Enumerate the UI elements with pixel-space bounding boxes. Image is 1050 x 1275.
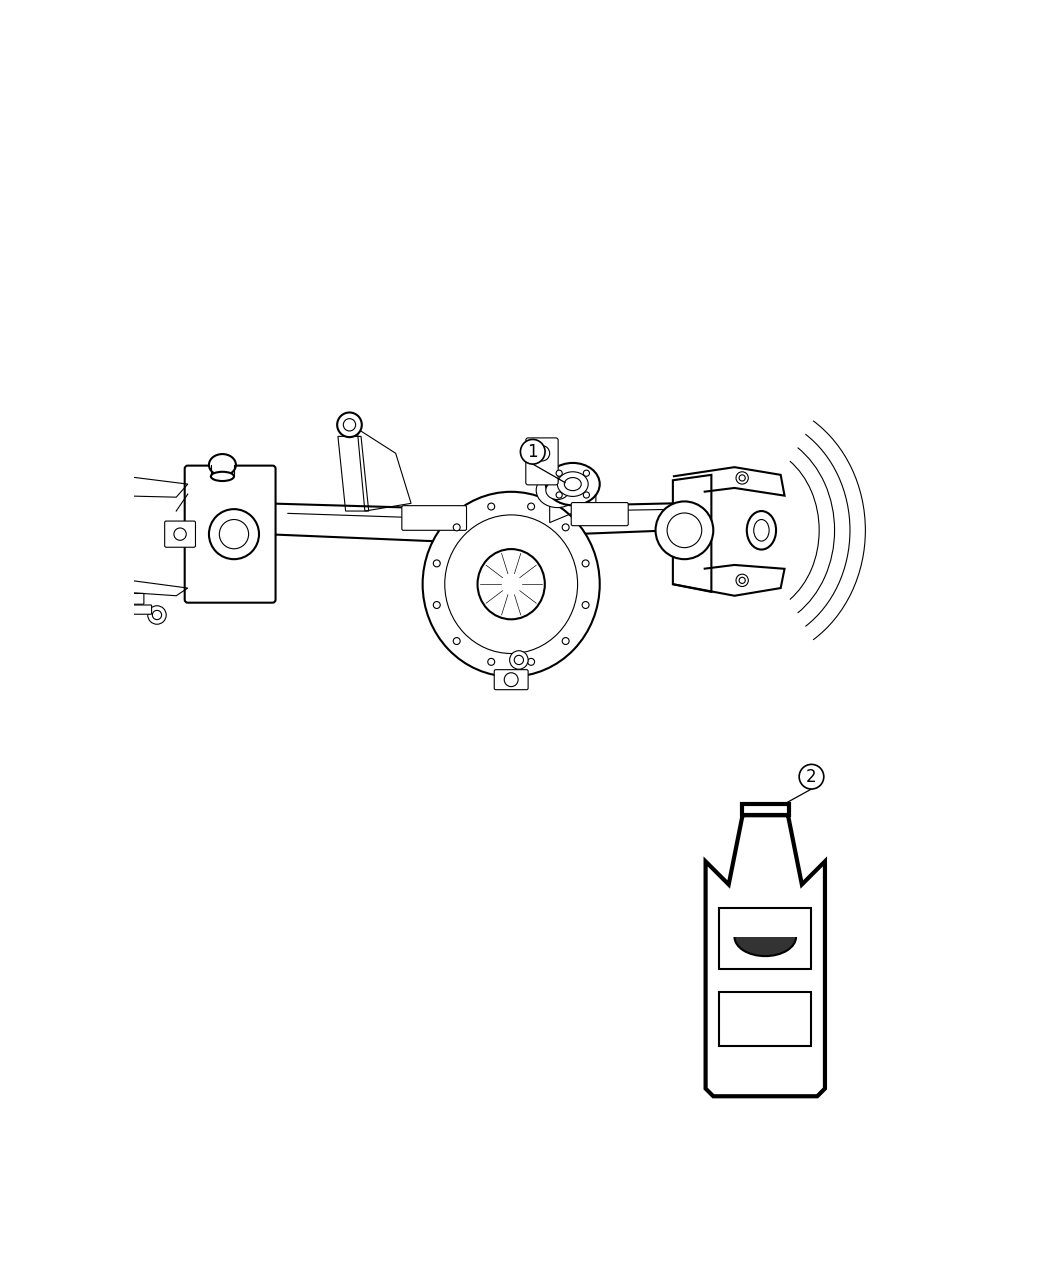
FancyBboxPatch shape — [571, 502, 628, 525]
Circle shape — [454, 524, 460, 530]
Circle shape — [736, 472, 749, 484]
Ellipse shape — [209, 454, 236, 476]
Circle shape — [148, 606, 166, 625]
Text: 1: 1 — [527, 442, 538, 460]
Ellipse shape — [209, 509, 259, 560]
Ellipse shape — [546, 481, 569, 500]
Circle shape — [582, 602, 589, 608]
Ellipse shape — [445, 515, 578, 654]
Circle shape — [454, 638, 460, 644]
Circle shape — [739, 578, 745, 584]
FancyBboxPatch shape — [741, 803, 789, 815]
FancyBboxPatch shape — [719, 908, 811, 969]
Ellipse shape — [564, 478, 582, 491]
Ellipse shape — [655, 501, 713, 560]
Ellipse shape — [478, 550, 545, 620]
Circle shape — [739, 474, 745, 481]
Circle shape — [528, 504, 534, 510]
FancyBboxPatch shape — [106, 479, 131, 496]
Circle shape — [562, 524, 569, 530]
Circle shape — [528, 658, 534, 666]
Circle shape — [582, 560, 589, 567]
Ellipse shape — [754, 519, 770, 541]
FancyBboxPatch shape — [495, 669, 528, 690]
FancyBboxPatch shape — [110, 581, 133, 597]
Ellipse shape — [546, 463, 600, 505]
Ellipse shape — [219, 519, 249, 548]
FancyBboxPatch shape — [185, 465, 275, 603]
Ellipse shape — [422, 492, 600, 677]
Text: 2: 2 — [806, 768, 817, 785]
Circle shape — [514, 655, 524, 664]
Circle shape — [584, 492, 589, 499]
Circle shape — [174, 528, 186, 541]
Ellipse shape — [211, 472, 234, 481]
Ellipse shape — [537, 473, 579, 507]
Circle shape — [799, 765, 824, 789]
Circle shape — [521, 440, 545, 464]
Circle shape — [562, 638, 569, 644]
Circle shape — [434, 602, 440, 608]
Circle shape — [584, 470, 589, 477]
Circle shape — [343, 418, 356, 431]
Circle shape — [434, 560, 440, 567]
FancyBboxPatch shape — [731, 914, 800, 937]
Circle shape — [556, 492, 562, 499]
Circle shape — [488, 658, 495, 666]
FancyBboxPatch shape — [120, 593, 144, 604]
Ellipse shape — [747, 511, 776, 550]
Ellipse shape — [734, 918, 796, 956]
Circle shape — [556, 470, 562, 477]
Circle shape — [337, 413, 362, 437]
Circle shape — [504, 673, 518, 687]
FancyBboxPatch shape — [165, 521, 195, 547]
FancyBboxPatch shape — [526, 437, 559, 484]
Circle shape — [509, 650, 528, 669]
Circle shape — [152, 611, 162, 620]
FancyBboxPatch shape — [402, 506, 466, 530]
Circle shape — [488, 504, 495, 510]
Ellipse shape — [558, 472, 588, 496]
Circle shape — [736, 574, 749, 586]
Ellipse shape — [667, 513, 701, 548]
Circle shape — [534, 445, 550, 462]
FancyBboxPatch shape — [133, 606, 151, 615]
FancyBboxPatch shape — [719, 992, 811, 1047]
